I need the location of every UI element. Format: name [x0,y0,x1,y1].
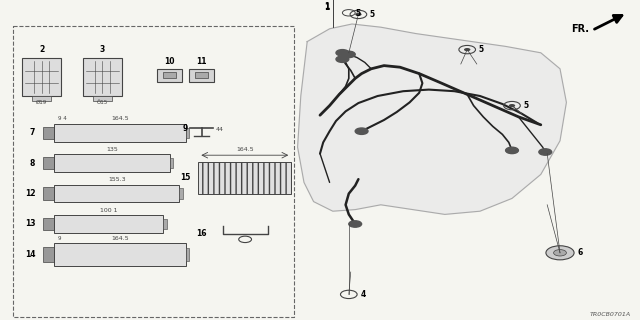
Text: 1: 1 [324,2,329,11]
Text: 9: 9 [58,236,61,241]
Bar [93,96,112,101]
Bar [54,155,170,172]
Circle shape [539,149,552,155]
Bar [43,218,54,230]
Text: 164.5: 164.5 [111,116,129,121]
Bar [22,58,61,96]
Circle shape [464,48,470,51]
Bar [83,58,122,96]
Text: 16: 16 [196,229,207,238]
Text: 8: 8 [30,159,35,168]
Bar [195,72,208,78]
Circle shape [336,56,349,62]
Bar [170,158,173,168]
Text: FR.: FR. [571,24,589,34]
Bar [43,188,54,200]
Bar [54,124,186,141]
Bar [186,128,189,138]
Text: 14: 14 [25,250,35,259]
Bar [198,162,291,194]
Bar [54,185,179,203]
Text: 44: 44 [216,127,224,132]
Bar [54,243,186,266]
Text: 164.5: 164.5 [236,147,253,152]
Bar [179,188,183,199]
Text: 5: 5 [524,101,529,110]
Text: Ö15: Ö15 [97,100,108,105]
Text: 9: 9 [182,124,188,132]
Text: 2: 2 [39,45,44,54]
Circle shape [342,51,355,58]
Text: 135: 135 [106,147,118,152]
Text: TR0CB0701A: TR0CB0701A [589,312,630,317]
Text: 164.5: 164.5 [111,236,129,241]
Bar [32,96,51,101]
Text: 4: 4 [360,290,365,299]
Text: 7: 7 [30,128,35,137]
Text: 13: 13 [25,220,35,228]
Bar [13,26,294,317]
Bar [43,157,54,169]
Bar [189,69,214,82]
Text: 9 4: 9 4 [58,116,67,121]
Text: 5: 5 [370,10,375,19]
Bar [186,248,189,261]
Text: 5: 5 [355,9,360,18]
Bar [43,127,54,139]
Text: 10: 10 [164,57,175,66]
Text: 3: 3 [100,45,105,54]
Circle shape [506,147,518,154]
Text: 12: 12 [25,189,35,198]
Text: 100 1: 100 1 [100,208,118,213]
Text: 155.3: 155.3 [108,177,125,182]
Circle shape [355,128,368,134]
Text: Ø19: Ø19 [36,100,47,105]
Circle shape [509,104,515,107]
Text: 1: 1 [324,3,330,12]
Circle shape [349,221,362,227]
Circle shape [336,50,349,56]
Bar [43,247,54,262]
Bar [163,219,167,229]
Bar [157,69,182,82]
Circle shape [546,246,574,260]
Bar [54,215,163,233]
Text: 11: 11 [196,57,207,66]
Circle shape [554,250,566,256]
Text: 6: 6 [578,248,583,257]
Circle shape [355,13,362,16]
Bar [163,72,176,78]
Polygon shape [298,24,566,214]
Text: 5: 5 [479,45,484,54]
Text: 15: 15 [180,173,191,182]
